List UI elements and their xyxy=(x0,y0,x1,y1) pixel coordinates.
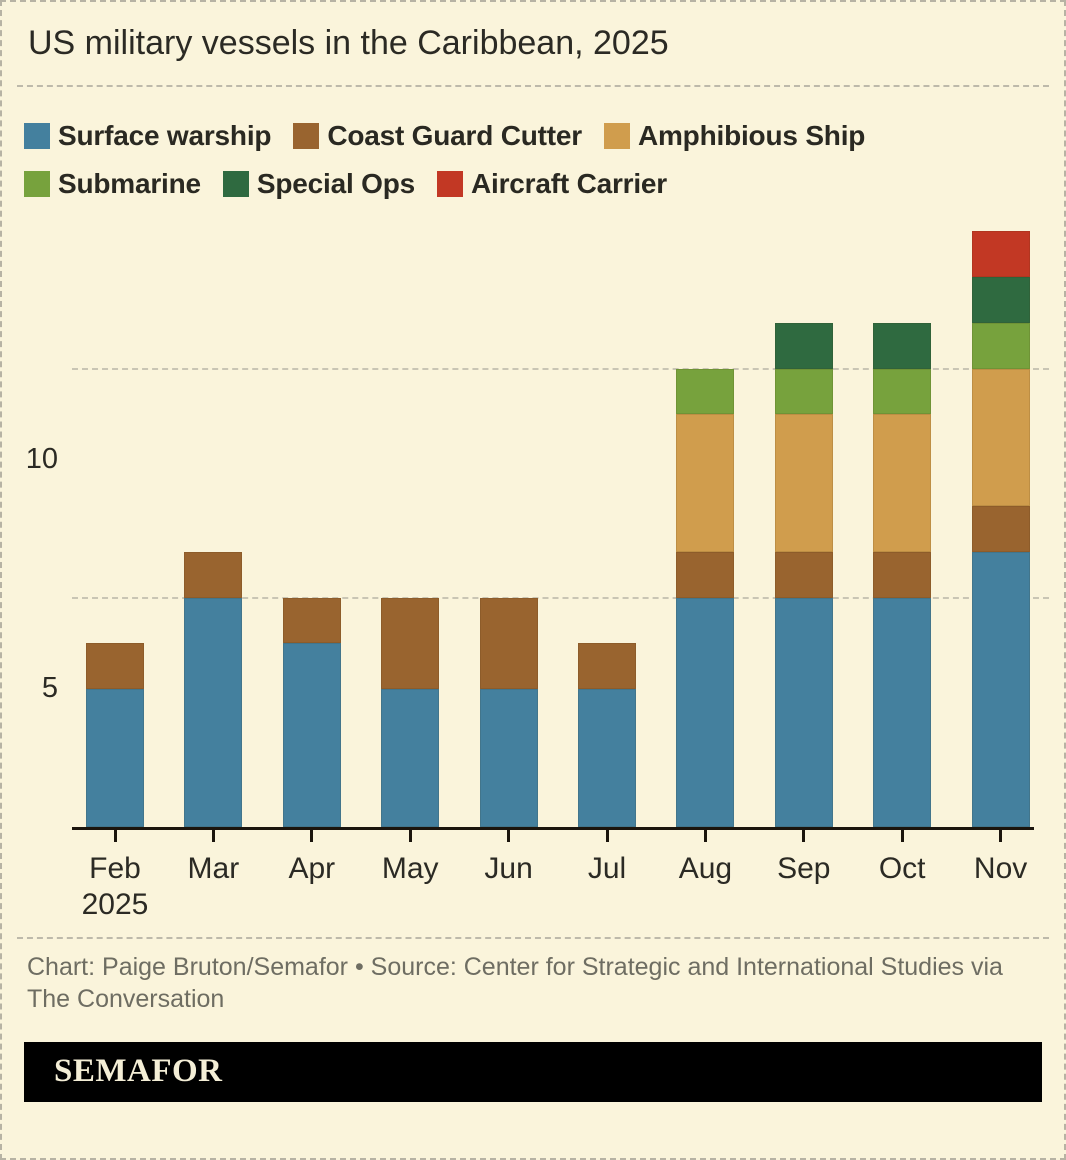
bar-segment-aug-amphibious-ship xyxy=(676,414,735,552)
legend-item-aircraft-carrier: Aircraft Carrier xyxy=(437,168,667,200)
bar-segment-nov-amphibious-ship xyxy=(971,368,1030,506)
bar-segment-oct-surface-warship xyxy=(873,597,932,827)
legend-item-special-ops: Special Ops xyxy=(222,167,415,200)
x-axis-tick-apr xyxy=(310,829,314,842)
bar-may xyxy=(381,597,440,827)
legend-swatch-surface-warship xyxy=(24,122,50,149)
legend-label-aircraft-carrier: Aircraft Carrier xyxy=(471,167,667,199)
chart-title: US military vessels in the Caribbean, 20… xyxy=(28,24,669,62)
bar-segment-sep-surface-warship xyxy=(774,597,833,827)
bar-segment-apr-coast-guard-cutter xyxy=(282,597,341,644)
title-separator xyxy=(17,84,1049,87)
credit-line: Chart: Paige Bruton/Semafor • Source: Ce… xyxy=(27,952,1003,1014)
bar-segment-sep-amphibious-ship xyxy=(774,414,833,552)
legend-label-surface-warship: Surface warship xyxy=(58,119,272,151)
bar-segment-oct-amphibious-ship xyxy=(873,414,932,552)
bar-aug xyxy=(676,368,735,827)
bar-segment-jul-surface-warship xyxy=(578,689,636,827)
bar-jun xyxy=(479,597,538,827)
x-axis-label-apr: Apr xyxy=(288,851,336,885)
bar-segment-may-coast-guard-cutter xyxy=(381,597,440,690)
bar-segment-mar-coast-guard-cutter xyxy=(184,551,243,598)
x-axis-tick-sep xyxy=(802,829,806,842)
bar-segment-sep-special-ops xyxy=(774,322,833,369)
bar-segment-jun-coast-guard-cutter xyxy=(479,597,538,690)
bar-segment-nov-surface-warship xyxy=(971,551,1030,827)
x-axis-label-mar: Mar xyxy=(187,851,240,885)
bar-segment-mar-surface-warship xyxy=(184,597,243,827)
bar-segment-sep-submarine xyxy=(774,368,833,415)
stacked-bar-chart: Feb 2025 Mar Apr May Jun Jul Aug Sep Oct Nov 5 10 xyxy=(2,217,1064,921)
x-axis-tick-nov xyxy=(999,829,1003,842)
plot-area: Feb 2025 Mar Apr May Jun Jul Aug Sep Oct Nov xyxy=(72,217,1049,921)
x-axis-label-aug: Aug xyxy=(678,851,733,885)
x-axis-tick-oct xyxy=(900,829,904,842)
legend-swatch-coast-guard-cutter xyxy=(293,122,320,149)
x-axis-label-jun: Jun xyxy=(484,851,533,885)
legend-label-coast-guard-cutter: Coast Guard Cutter xyxy=(327,119,582,151)
legend-swatch-special-ops xyxy=(222,170,249,197)
legend-label-submarine: Submarine xyxy=(58,167,201,199)
footer-separator xyxy=(17,936,1049,939)
bar-segment-oct-submarine xyxy=(873,368,932,415)
legend-row-1: Surface warship Coast Guard Cutter Amphi… xyxy=(24,119,1064,152)
semafor-logo: SEMAFOR xyxy=(54,1053,223,1089)
legend-item-amphibious-ship: Amphibious Ship xyxy=(603,119,866,152)
x-axis-tick-jun xyxy=(507,829,511,842)
x-axis-tick-feb xyxy=(113,829,117,842)
bar-segment-oct-special-ops xyxy=(873,322,932,369)
bar-segment-feb-surface-warship xyxy=(86,689,144,827)
bar-segment-aug-coast-guard-cutter xyxy=(676,551,735,598)
bar-segment-nov-coast-guard-cutter xyxy=(971,505,1030,552)
y-axis-label-5: 5 xyxy=(41,671,58,704)
bar-segment-jun-surface-warship xyxy=(479,689,538,827)
y-axis-label-10: 10 xyxy=(25,442,58,475)
x-axis-label-feb: Feb 2025 xyxy=(81,851,149,921)
legend-swatch-submarine xyxy=(24,170,50,197)
x-axis-label-oct: Oct xyxy=(878,851,926,885)
x-axis-label-jul: Jul xyxy=(587,851,627,885)
bar-segment-oct-coast-guard-cutter xyxy=(873,551,932,598)
x-axis-tick-jul xyxy=(605,829,609,842)
legend-item-coast-guard-cutter: Coast Guard Cutter xyxy=(293,120,582,152)
bar-oct xyxy=(873,322,932,827)
bar-segment-nov-aircraft-carrier xyxy=(971,231,1030,277)
x-axis-label-may: May xyxy=(381,851,439,885)
bar-sep xyxy=(774,322,833,827)
logo-bar: SEMAFOR xyxy=(24,1041,1042,1102)
bar-segment-sep-coast-guard-cutter xyxy=(774,551,833,598)
legend: Surface warship Coast Guard Cutter Amphi… xyxy=(24,119,1064,200)
legend-swatch-amphibious-ship xyxy=(603,122,630,149)
x-axis-label-nov: Nov xyxy=(973,851,1028,885)
bar-nov xyxy=(971,231,1030,827)
x-axis-tick-may xyxy=(408,829,412,842)
x-axis-tick-aug xyxy=(703,829,707,842)
bar-segment-feb-coast-guard-cutter xyxy=(86,643,144,690)
bar-segment-aug-surface-warship xyxy=(676,597,735,827)
legend-swatch-aircraft-carrier xyxy=(437,170,463,197)
gridline-10 xyxy=(72,367,1049,370)
bar-apr xyxy=(282,597,341,827)
bar-mar xyxy=(184,551,243,827)
bar-segment-apr-surface-warship xyxy=(282,643,341,827)
bar-feb xyxy=(86,643,144,827)
legend-item-surface-warship: Surface warship xyxy=(24,119,272,152)
bar-jul xyxy=(578,643,636,827)
x-axis-line xyxy=(72,826,1034,830)
legend-label-special-ops: Special Ops xyxy=(256,167,415,199)
bar-segment-nov-special-ops xyxy=(971,276,1030,323)
x-axis-label-sep: Sep xyxy=(777,851,831,885)
bar-segment-nov-submarine xyxy=(971,322,1030,369)
bar-segment-aug-submarine xyxy=(676,368,735,415)
legend-label-amphibious-ship: Amphibious Ship xyxy=(637,119,866,151)
legend-row-2: Submarine Special Ops Aircraft Carrier xyxy=(24,167,1064,200)
legend-item-submarine: Submarine xyxy=(24,168,201,200)
bar-segment-jul-coast-guard-cutter xyxy=(578,643,636,690)
gridline-5 xyxy=(72,596,1049,599)
bar-segment-may-surface-warship xyxy=(381,689,440,827)
x-axis-tick-mar xyxy=(211,829,215,842)
